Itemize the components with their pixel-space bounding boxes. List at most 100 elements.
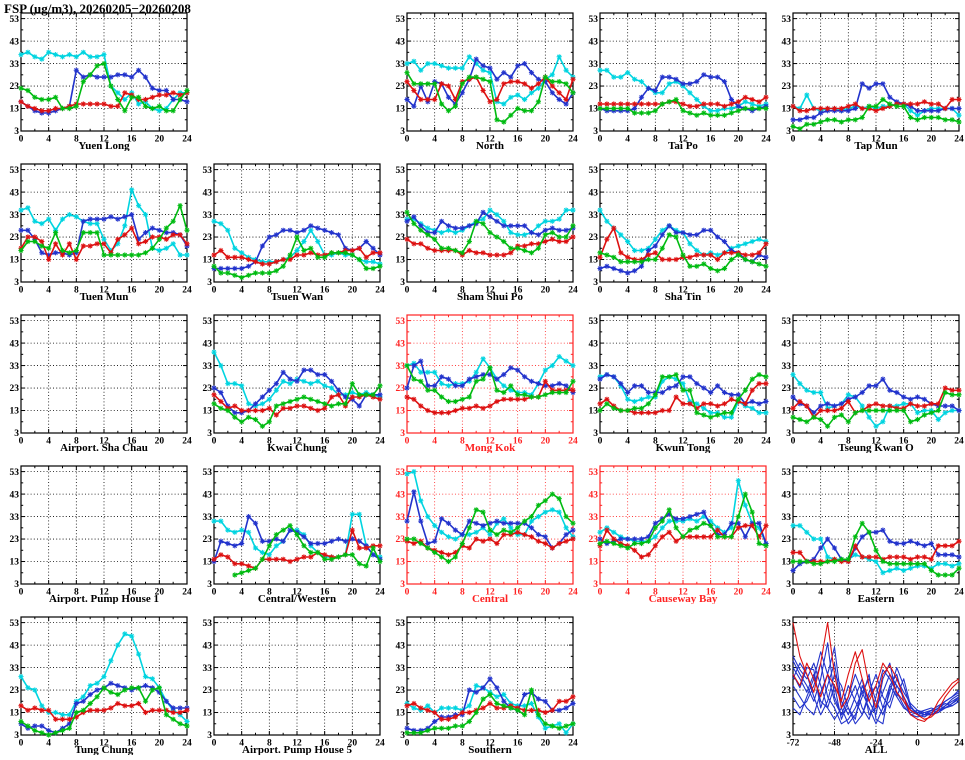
- svg-text:-48: -48: [828, 739, 841, 749]
- svg-text:12: 12: [485, 437, 495, 447]
- chart-mong-kok: 3 13 23 33 43 53 0 4 8 12 16 20 24 Mong Kok: [386, 302, 579, 454]
- page-title: FSP (ug/m3), 20260205−20260208: [4, 1, 191, 16]
- svg-text:33: 33: [396, 211, 406, 221]
- svg-text:53: 53: [10, 15, 20, 25]
- svg-text:12: 12: [99, 286, 109, 296]
- svg-text:12: 12: [871, 588, 881, 598]
- svg-text:4: 4: [46, 588, 51, 598]
- chart-title: Central/Western: [258, 593, 336, 604]
- svg-text:3: 3: [593, 127, 598, 137]
- svg-text:23: 23: [396, 535, 406, 545]
- svg-text:16: 16: [127, 437, 137, 447]
- svg-text:23: 23: [10, 82, 20, 92]
- svg-text:53: 53: [10, 468, 20, 478]
- svg-text:12: 12: [485, 739, 495, 749]
- svg-text:23: 23: [396, 384, 406, 394]
- svg-text:12: 12: [99, 588, 109, 598]
- chart-yuen-long: 3 13 23 33 43 53 0 4 8 12 16 20 24 Yuen Long: [0, 0, 193, 152]
- svg-text:23: 23: [589, 233, 599, 243]
- chart-title: Sha Tin: [665, 291, 702, 302]
- svg-text:16: 16: [127, 739, 137, 749]
- svg-text:4: 4: [239, 588, 244, 598]
- svg-text:3: 3: [400, 731, 405, 741]
- svg-text:33: 33: [396, 362, 406, 372]
- svg-text:0: 0: [598, 135, 603, 145]
- svg-text:33: 33: [589, 60, 599, 70]
- svg-text:8: 8: [460, 588, 465, 598]
- svg-text:43: 43: [10, 641, 20, 651]
- svg-text:53: 53: [782, 317, 792, 327]
- svg-text:4: 4: [239, 739, 244, 749]
- svg-text:20: 20: [348, 286, 358, 296]
- svg-text:12: 12: [292, 739, 302, 749]
- svg-text:33: 33: [396, 664, 406, 674]
- svg-text:13: 13: [10, 709, 20, 719]
- svg-text:16: 16: [320, 739, 330, 749]
- svg-text:24: 24: [954, 588, 964, 598]
- chart-title: Airport. Pump House 5: [242, 744, 353, 755]
- svg-text:3: 3: [400, 580, 405, 590]
- plot-canvas: 3 13 23 33 43 53 0 4 8 12 16 20 24 Airport. Pump Hous…: [203, 616, 385, 756]
- svg-text:0: 0: [915, 739, 920, 749]
- svg-text:20: 20: [734, 437, 744, 447]
- svg-text:8: 8: [846, 437, 851, 447]
- svg-text:53: 53: [782, 468, 792, 478]
- svg-text:0: 0: [212, 588, 217, 598]
- chart-title: Kwun Tong: [656, 442, 711, 453]
- chart-southern: 3 13 23 33 43 53 0 4 8 12 16 20 24 Southern: [386, 604, 579, 756]
- svg-text:24: 24: [375, 588, 385, 598]
- svg-text:3: 3: [14, 278, 19, 288]
- chart-title: Tsuen Wan: [271, 291, 323, 302]
- svg-text:0: 0: [598, 588, 603, 598]
- svg-text:4: 4: [818, 437, 823, 447]
- svg-text:4: 4: [625, 437, 630, 447]
- svg-text:3: 3: [593, 429, 598, 439]
- chart-title: Central: [472, 593, 508, 604]
- svg-text:8: 8: [460, 739, 465, 749]
- svg-text:20: 20: [155, 286, 165, 296]
- svg-text:4: 4: [432, 135, 437, 145]
- svg-text:-24: -24: [870, 739, 883, 749]
- chart-sham-shui-po: 3 13 23 33 43 53 0 4 8 12 16 20 24 Sham Shui Po: [386, 151, 579, 303]
- chart-causeway-bay: 3 13 23 33 43 53 0 4 8 12 16 20 24 Causeway Bay: [579, 453, 772, 605]
- svg-text:24: 24: [568, 739, 578, 749]
- svg-text:12: 12: [485, 286, 495, 296]
- svg-text:20: 20: [734, 588, 744, 598]
- chart-tap-mun: 3 13 23 33 43 53 0 4 8 12 16 20 24 Tap Mun: [772, 0, 965, 152]
- svg-text:23: 23: [396, 233, 406, 243]
- svg-text:16: 16: [127, 135, 137, 145]
- chart-title: Southern: [468, 744, 511, 755]
- svg-text:0: 0: [405, 437, 410, 447]
- svg-text:16: 16: [513, 588, 523, 598]
- svg-text:53: 53: [396, 166, 406, 176]
- svg-text:8: 8: [653, 437, 658, 447]
- chart-kwun-tong: 3 13 23 33 43 53 0 4 8 12 16 20 24 Kwun Tong: [579, 302, 772, 454]
- svg-text:24: 24: [761, 286, 771, 296]
- svg-text:33: 33: [589, 362, 599, 372]
- chart-title: ALL: [865, 744, 888, 755]
- svg-text:43: 43: [203, 490, 213, 500]
- svg-text:20: 20: [734, 135, 744, 145]
- svg-text:8: 8: [460, 135, 465, 145]
- svg-text:24: 24: [568, 286, 578, 296]
- svg-text:16: 16: [706, 286, 716, 296]
- svg-text:13: 13: [396, 105, 406, 115]
- svg-text:23: 23: [203, 233, 213, 243]
- svg-text:20: 20: [927, 135, 937, 145]
- chart-tseung-kwan-o: 3 13 23 33 43 53 0 4 8 12 16 20 24 Tseung Kwan O: [772, 302, 965, 454]
- svg-text:13: 13: [396, 407, 406, 417]
- svg-text:53: 53: [589, 317, 599, 327]
- svg-text:3: 3: [207, 429, 212, 439]
- svg-text:43: 43: [396, 37, 406, 47]
- svg-text:12: 12: [292, 437, 302, 447]
- svg-text:23: 23: [589, 535, 599, 545]
- svg-text:53: 53: [203, 166, 213, 176]
- plot-canvas: 3 13 23 33 43 53 0 4 8 12 16 20 24 Central: [396, 465, 578, 605]
- svg-text:53: 53: [203, 619, 213, 629]
- svg-text:23: 23: [782, 82, 792, 92]
- svg-text:23: 23: [782, 535, 792, 545]
- svg-text:43: 43: [10, 490, 20, 500]
- svg-text:53: 53: [396, 468, 406, 478]
- svg-text:3: 3: [593, 278, 598, 288]
- svg-text:13: 13: [589, 256, 599, 266]
